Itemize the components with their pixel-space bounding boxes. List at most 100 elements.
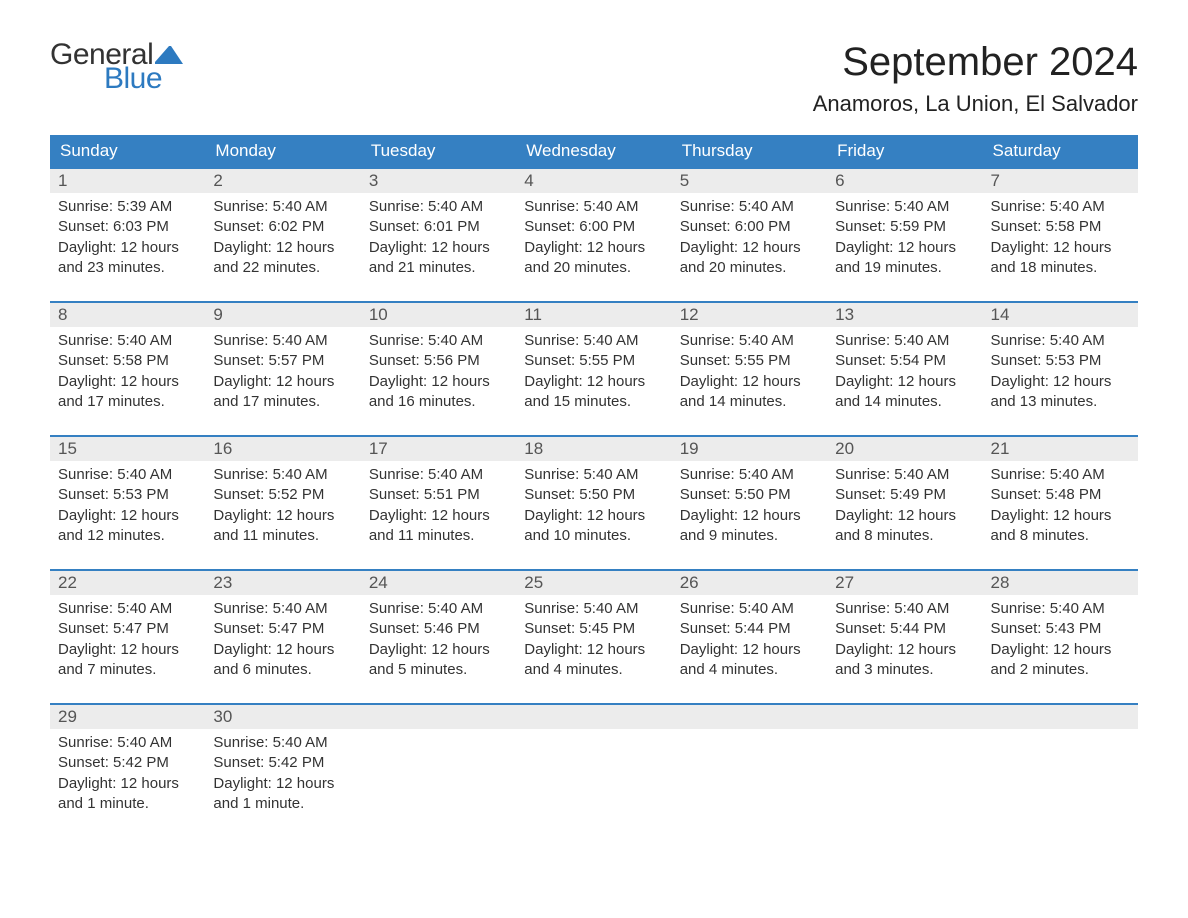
week-row: 15Sunrise: 5:40 AMSunset: 5:53 PMDayligh… (50, 435, 1138, 557)
day-number: 6 (827, 169, 982, 193)
day-number: 22 (50, 571, 205, 595)
day-number: 30 (205, 705, 360, 729)
day-body: Sunrise: 5:40 AMSunset: 5:53 PMDaylight:… (50, 461, 205, 554)
day-sunrise: Sunrise: 5:40 AM (524, 599, 663, 619)
day-sunrise: Sunrise: 5:40 AM (213, 197, 352, 217)
day-daylight2: and 7 minutes. (58, 660, 197, 680)
day-sunrise: Sunrise: 5:40 AM (991, 197, 1130, 217)
day-daylight2: and 21 minutes. (369, 258, 508, 278)
day-sunrise: Sunrise: 5:40 AM (524, 465, 663, 485)
day-number: 16 (205, 437, 360, 461)
day-cell (827, 705, 982, 825)
day-sunrise: Sunrise: 5:40 AM (524, 331, 663, 351)
day-sunrise: Sunrise: 5:40 AM (369, 599, 508, 619)
day-number: 17 (361, 437, 516, 461)
week-row: 29Sunrise: 5:40 AMSunset: 5:42 PMDayligh… (50, 703, 1138, 825)
day-number: 20 (827, 437, 982, 461)
day-sunrise: Sunrise: 5:40 AM (213, 733, 352, 753)
day-body: Sunrise: 5:40 AMSunset: 5:47 PMDaylight:… (50, 595, 205, 688)
day-number: 1 (50, 169, 205, 193)
weeks-container: 1Sunrise: 5:39 AMSunset: 6:03 PMDaylight… (50, 167, 1138, 825)
day-cell: 18Sunrise: 5:40 AMSunset: 5:50 PMDayligh… (516, 437, 671, 557)
day-sunrise: Sunrise: 5:40 AM (991, 599, 1130, 619)
day-body: Sunrise: 5:40 AMSunset: 5:44 PMDaylight:… (672, 595, 827, 688)
day-cell: 16Sunrise: 5:40 AMSunset: 5:52 PMDayligh… (205, 437, 360, 557)
day-number: 3 (361, 169, 516, 193)
day-sunrise: Sunrise: 5:40 AM (680, 331, 819, 351)
day-daylight1: Daylight: 12 hours (58, 640, 197, 660)
day-cell: 25Sunrise: 5:40 AMSunset: 5:45 PMDayligh… (516, 571, 671, 691)
day-body: Sunrise: 5:40 AMSunset: 5:51 PMDaylight:… (361, 461, 516, 554)
day-cell: 14Sunrise: 5:40 AMSunset: 5:53 PMDayligh… (983, 303, 1138, 423)
day-body: Sunrise: 5:40 AMSunset: 5:46 PMDaylight:… (361, 595, 516, 688)
day-sunrise: Sunrise: 5:40 AM (680, 599, 819, 619)
day-cell (983, 705, 1138, 825)
day-sunset: Sunset: 5:42 PM (213, 753, 352, 773)
day-daylight2: and 11 minutes. (369, 526, 508, 546)
day-sunset: Sunset: 5:43 PM (991, 619, 1130, 639)
day-daylight1: Daylight: 12 hours (991, 640, 1130, 660)
day-daylight1: Daylight: 12 hours (524, 372, 663, 392)
day-daylight1: Daylight: 12 hours (680, 372, 819, 392)
calendar: Sunday Monday Tuesday Wednesday Thursday… (50, 135, 1138, 825)
day-daylight1: Daylight: 12 hours (369, 372, 508, 392)
day-daylight1: Daylight: 12 hours (369, 238, 508, 258)
day-sunrise: Sunrise: 5:40 AM (835, 599, 974, 619)
day-daylight2: and 11 minutes. (213, 526, 352, 546)
day-body: Sunrise: 5:40 AMSunset: 5:52 PMDaylight:… (205, 461, 360, 554)
day-daylight1: Daylight: 12 hours (835, 640, 974, 660)
day-sunset: Sunset: 5:53 PM (991, 351, 1130, 371)
title-block: September 2024 Anamoros, La Union, El Sa… (813, 40, 1138, 117)
day-body: Sunrise: 5:39 AMSunset: 6:03 PMDaylight:… (50, 193, 205, 286)
day-body: Sunrise: 5:40 AMSunset: 5:55 PMDaylight:… (672, 327, 827, 420)
day-sunset: Sunset: 5:53 PM (58, 485, 197, 505)
day-sunset: Sunset: 5:47 PM (58, 619, 197, 639)
day-sunrise: Sunrise: 5:40 AM (58, 733, 197, 753)
day-sunset: Sunset: 5:58 PM (991, 217, 1130, 237)
day-body: Sunrise: 5:40 AMSunset: 5:56 PMDaylight:… (361, 327, 516, 420)
day-daylight1: Daylight: 12 hours (680, 238, 819, 258)
day-daylight2: and 14 minutes. (680, 392, 819, 412)
day-daylight1: Daylight: 12 hours (835, 238, 974, 258)
col-thursday: Thursday (672, 135, 827, 167)
day-sunrise: Sunrise: 5:40 AM (58, 599, 197, 619)
day-sunset: Sunset: 5:50 PM (524, 485, 663, 505)
day-cell: 3Sunrise: 5:40 AMSunset: 6:01 PMDaylight… (361, 169, 516, 289)
week-row: 1Sunrise: 5:39 AMSunset: 6:03 PMDaylight… (50, 167, 1138, 289)
day-daylight1: Daylight: 12 hours (835, 372, 974, 392)
day-number: 4 (516, 169, 671, 193)
day-body: Sunrise: 5:40 AMSunset: 5:50 PMDaylight:… (516, 461, 671, 554)
day-cell (516, 705, 671, 825)
day-number: 24 (361, 571, 516, 595)
day-cell: 7Sunrise: 5:40 AMSunset: 5:58 PMDaylight… (983, 169, 1138, 289)
day-body: Sunrise: 5:40 AMSunset: 5:57 PMDaylight:… (205, 327, 360, 420)
day-body: Sunrise: 5:40 AMSunset: 5:48 PMDaylight:… (983, 461, 1138, 554)
day-sunset: Sunset: 5:58 PM (58, 351, 197, 371)
day-sunrise: Sunrise: 5:40 AM (835, 465, 974, 485)
day-number: 19 (672, 437, 827, 461)
day-sunrise: Sunrise: 5:40 AM (835, 331, 974, 351)
day-body: Sunrise: 5:40 AMSunset: 6:01 PMDaylight:… (361, 193, 516, 286)
day-cell: 4Sunrise: 5:40 AMSunset: 6:00 PMDaylight… (516, 169, 671, 289)
day-sunrise: Sunrise: 5:40 AM (524, 197, 663, 217)
day-cell: 9Sunrise: 5:40 AMSunset: 5:57 PMDaylight… (205, 303, 360, 423)
day-sunset: Sunset: 6:01 PM (369, 217, 508, 237)
day-daylight1: Daylight: 12 hours (213, 774, 352, 794)
day-cell: 10Sunrise: 5:40 AMSunset: 5:56 PMDayligh… (361, 303, 516, 423)
day-daylight1: Daylight: 12 hours (835, 506, 974, 526)
day-cell: 12Sunrise: 5:40 AMSunset: 5:55 PMDayligh… (672, 303, 827, 423)
day-daylight2: and 2 minutes. (991, 660, 1130, 680)
day-number (983, 705, 1138, 729)
day-cell: 30 Sunrise: 5:40 AMSunset: 5:42 PMDayligh… (205, 705, 360, 825)
day-cell: 2Sunrise: 5:40 AMSunset: 6:02 PMDaylight… (205, 169, 360, 289)
day-daylight2: and 20 minutes. (524, 258, 663, 278)
logo-text-bottom: Blue (104, 64, 183, 94)
day-number: 7 (983, 169, 1138, 193)
day-number: 29 (50, 705, 205, 729)
day-body: Sunrise: 5:40 AMSunset: 5:42 PMDaylight:… (50, 729, 205, 822)
day-sunrise: Sunrise: 5:40 AM (835, 197, 974, 217)
day-daylight1: Daylight: 12 hours (213, 506, 352, 526)
day-sunset: Sunset: 5:44 PM (680, 619, 819, 639)
day-number: 8 (50, 303, 205, 327)
day-body: Sunrise: 5:40 AMSunset: 5:49 PMDaylight:… (827, 461, 982, 554)
